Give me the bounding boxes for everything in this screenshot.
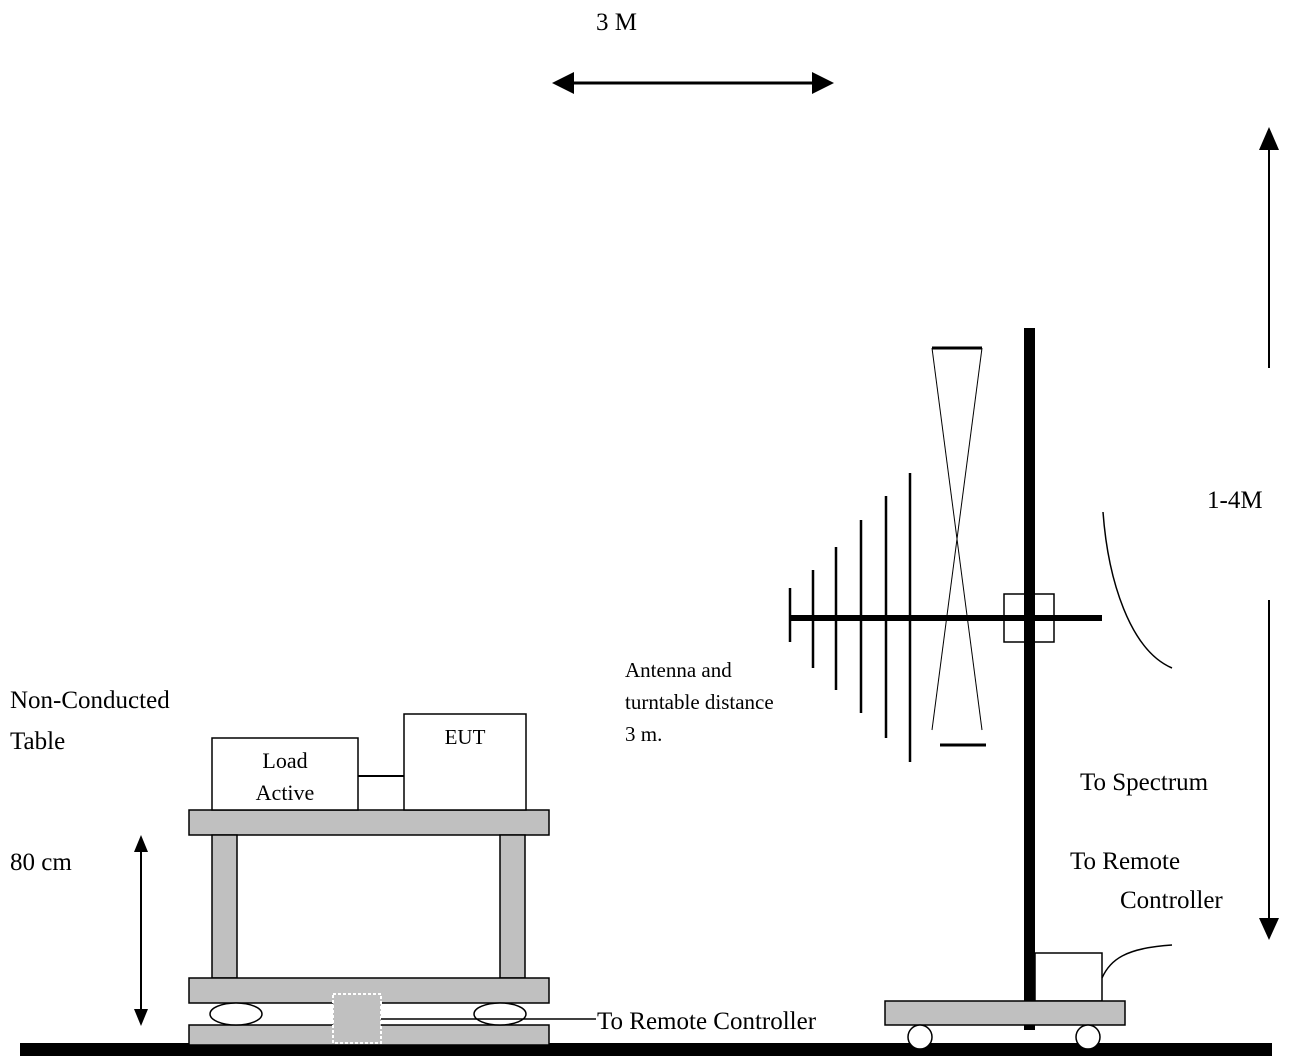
- table-leg-left: [211, 834, 238, 979]
- table-leg-right: [499, 834, 526, 979]
- bicone-antenna: [931, 346, 986, 747]
- to-remote-line2: Controller: [1120, 887, 1223, 914]
- distance-arrow: [552, 72, 834, 94]
- to-remote-bottom-label: To Remote Controller: [597, 1008, 817, 1035]
- mast-base: [884, 1000, 1126, 1026]
- eut-label: EUT: [445, 725, 486, 749]
- ground-line: [20, 1043, 1272, 1056]
- roller-left: [209, 1002, 263, 1026]
- eut-box: [403, 713, 527, 811]
- mast-controller-box: [1034, 952, 1103, 1002]
- table-name-line2: Table: [10, 728, 65, 755]
- turntable-motor-box: [332, 993, 382, 1044]
- distance-label: 3 M: [596, 9, 637, 36]
- load-active-box: [211, 737, 359, 811]
- antenna-note-line3: 3 m.: [625, 722, 662, 746]
- table-height-label: 80 cm: [10, 849, 72, 876]
- table-top: [188, 809, 550, 836]
- to-spectrum-label: To Spectrum: [1080, 769, 1209, 796]
- load-label-line2: Active: [256, 780, 315, 805]
- antenna-note-line1: Antenna and: [625, 658, 732, 682]
- table-name-line1: Non-Conducted: [10, 687, 170, 714]
- table-height-arrow: [134, 835, 148, 1026]
- load-label-line1: Load: [262, 748, 307, 773]
- to-remote-line1: To Remote: [1070, 848, 1180, 875]
- antenna-boom: [790, 615, 1102, 621]
- height-range-label: 1-4M: [1207, 487, 1263, 514]
- mast-wheel-left: [907, 1024, 933, 1050]
- roller-right: [473, 1002, 527, 1026]
- antenna-cable: [1102, 511, 1173, 669]
- antenna-note-line2: turntable distance: [625, 690, 774, 714]
- mast-controller-cable: [1101, 944, 1173, 979]
- mast-wheel-right: [1075, 1024, 1101, 1050]
- antenna-mast: [1024, 328, 1035, 1030]
- log-periodic-elements: [788, 473, 912, 762]
- height-arrow: [1259, 127, 1279, 940]
